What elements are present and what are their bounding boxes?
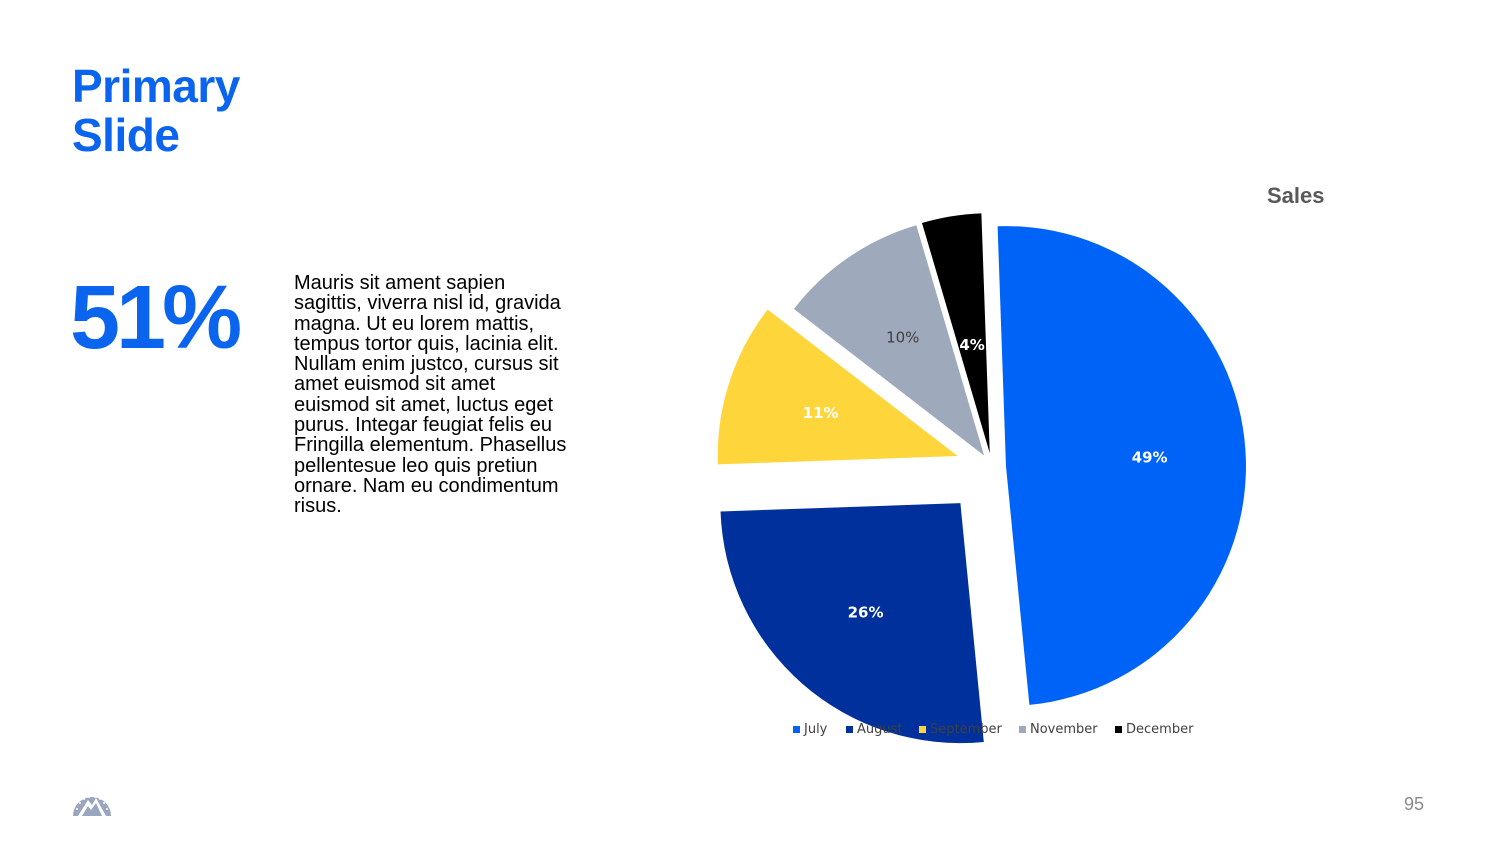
legend-item-july: July <box>793 722 827 737</box>
pie-slice-september <box>717 309 958 465</box>
legend-label: July <box>804 722 828 737</box>
page-number: 95 <box>1404 794 1425 814</box>
data-label-september: 11% <box>803 404 839 422</box>
pie-slice-november <box>793 225 985 456</box>
legend-item-september: September <box>919 722 1002 737</box>
chart-title: Sales <box>1267 183 1325 208</box>
pie-slice-december <box>921 213 990 454</box>
legend-swatch <box>1115 726 1122 733</box>
mountain-logo-icon <box>73 796 111 816</box>
slide-title: Primary Slide <box>72 62 240 160</box>
data-label-november: 10% <box>886 329 919 347</box>
data-label-august: 26% <box>848 603 884 621</box>
slide-title-line1: Primary <box>72 60 240 112</box>
legend-swatch <box>1019 726 1026 733</box>
legend-label: December <box>1126 722 1194 737</box>
legend-item-august: August <box>846 722 903 737</box>
legend-swatch <box>846 726 853 733</box>
legend-swatch <box>793 726 800 733</box>
pie-slice-july <box>997 226 1246 705</box>
body-text: Mauris sit ament sapien sagittis, viverr… <box>294 272 567 518</box>
chart-legend: July August September November December <box>0 722 1500 742</box>
legend-label: August <box>857 722 903 737</box>
data-label-july: 49% <box>1132 449 1168 467</box>
legend-label: September <box>930 722 1002 737</box>
legend-swatch <box>919 726 926 733</box>
legend-label: November <box>1030 722 1098 737</box>
big-stat: 51% <box>70 268 242 368</box>
slide-title-line2: Slide <box>72 109 180 161</box>
pie-slice-august <box>720 503 984 744</box>
data-label-december: 4% <box>959 336 984 354</box>
legend-item-november: November <box>1019 722 1098 737</box>
legend-item-december: December <box>1115 722 1193 737</box>
